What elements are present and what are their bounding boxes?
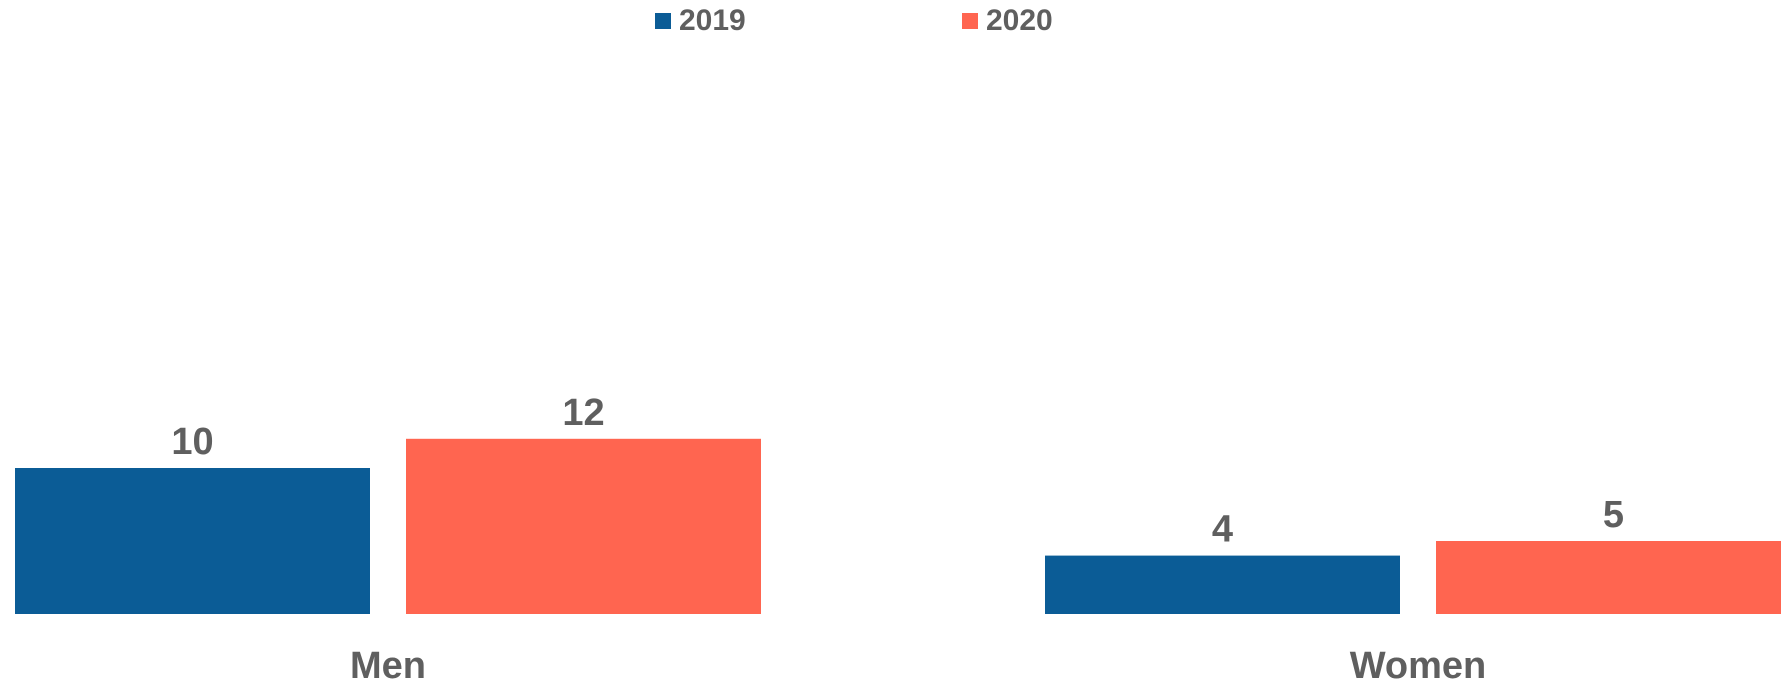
legend-swatch-2019 bbox=[655, 13, 671, 29]
category-label-women: Women bbox=[1350, 645, 1487, 684]
category-label-men: Men bbox=[350, 645, 426, 684]
legend: 2019 2020 bbox=[0, 4, 1781, 44]
legend-item-2020: 2020 bbox=[962, 4, 1053, 38]
legend-label-2019: 2019 bbox=[679, 4, 746, 37]
bar-women-2020 bbox=[1436, 541, 1781, 614]
bar-men-2020 bbox=[406, 438, 761, 614]
data-label-women-2019: 4 bbox=[1212, 509, 1233, 551]
data-label-men-2019: 10 bbox=[171, 421, 213, 463]
data-label-men-2020: 12 bbox=[562, 392, 604, 434]
legend-swatch-2020 bbox=[962, 13, 978, 29]
legend-item-2019: 2019 bbox=[655, 4, 746, 38]
data-label-women-2020: 5 bbox=[1603, 494, 1624, 536]
bar-men-2019 bbox=[15, 468, 370, 614]
bar-women-2019 bbox=[1045, 555, 1400, 614]
legend-label-2020: 2020 bbox=[986, 4, 1053, 37]
